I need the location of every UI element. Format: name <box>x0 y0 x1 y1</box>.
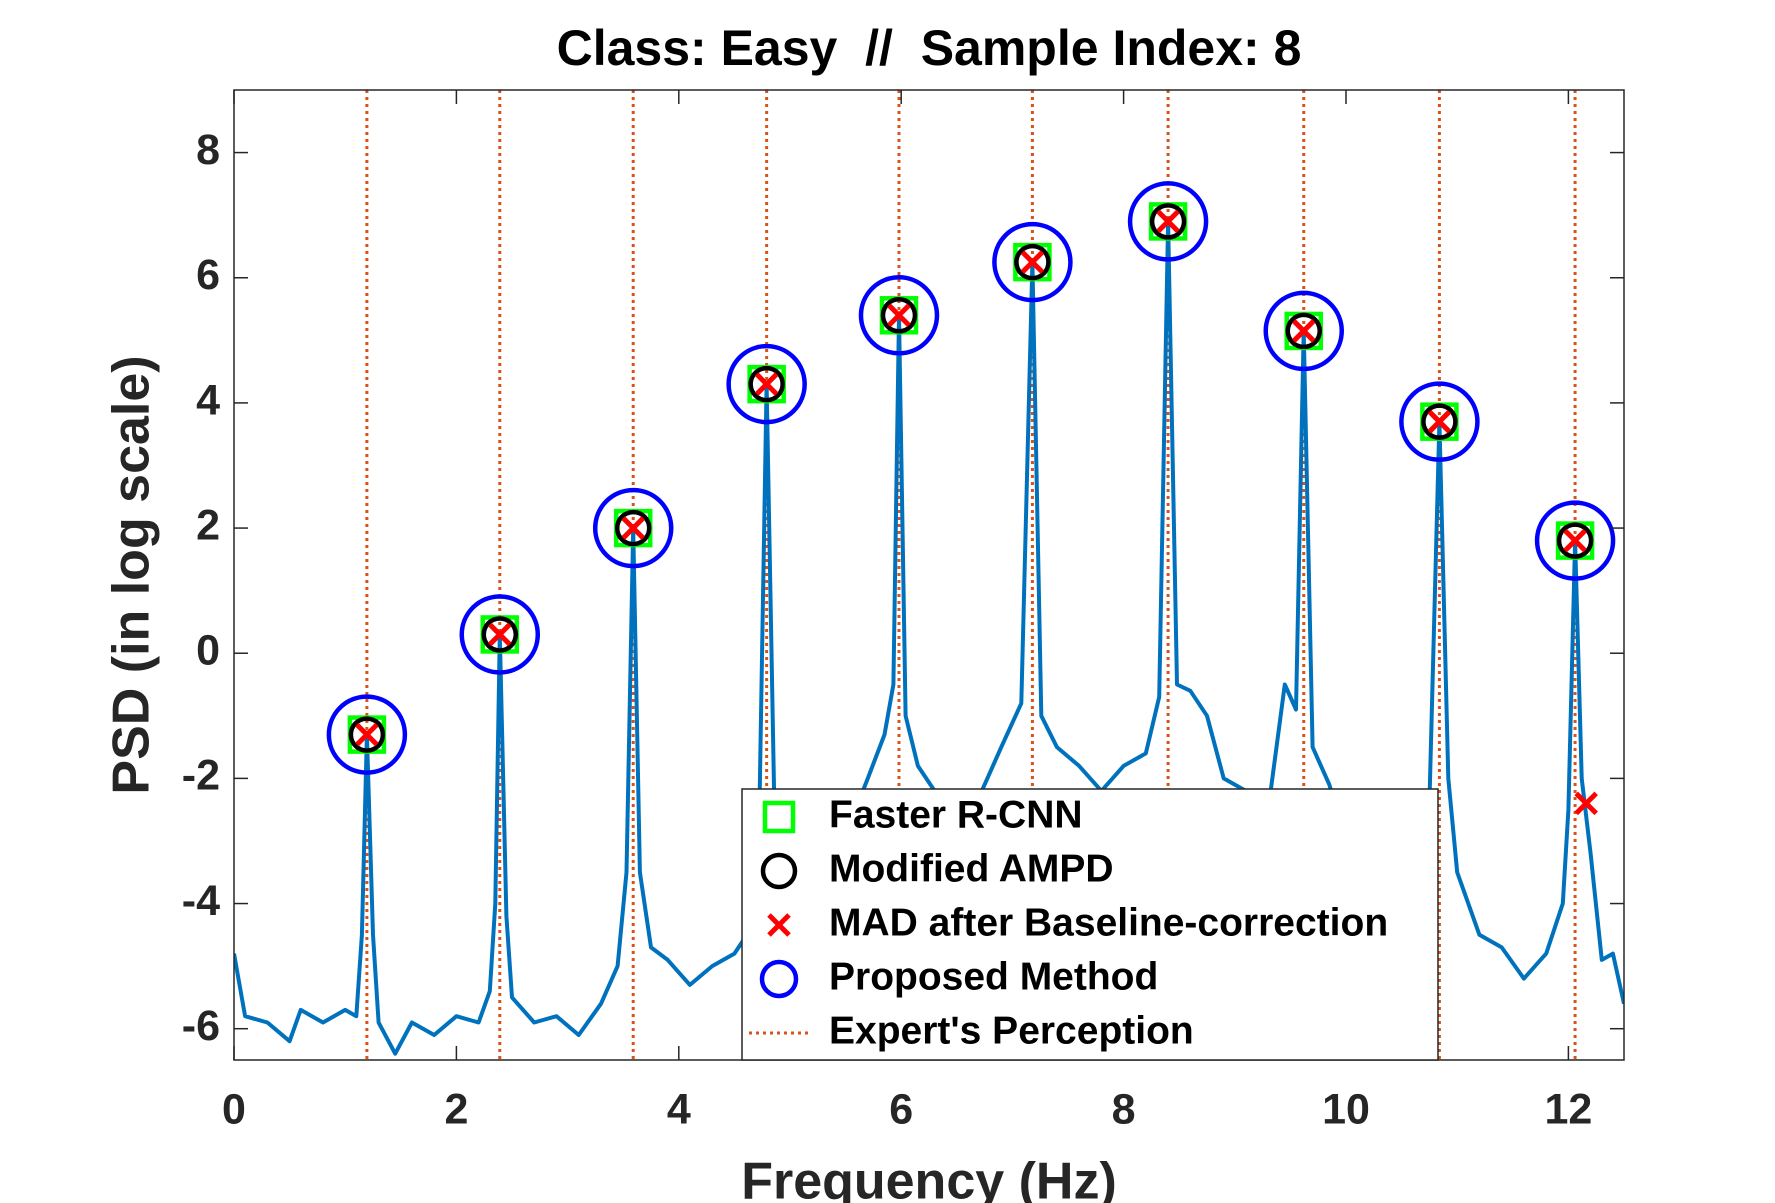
x-stroke <box>355 722 379 747</box>
circle-marker <box>614 509 652 547</box>
large-circle-marker <box>1263 290 1344 372</box>
circle-large-point <box>726 343 807 425</box>
circle-marker <box>760 852 798 890</box>
large-circle-marker <box>1534 500 1616 581</box>
circle-large-point <box>858 275 940 356</box>
y-tick-label: 6 <box>196 251 220 299</box>
x-point <box>1574 791 1598 816</box>
x-tick-label: 4 <box>667 1085 691 1133</box>
x-stroke <box>1427 409 1452 434</box>
x-stroke <box>488 622 512 647</box>
x-tick-label: 12 <box>1544 1085 1592 1133</box>
large-circle-marker <box>326 694 408 775</box>
legend-circle <box>759 959 799 999</box>
x-stroke <box>1156 209 1180 234</box>
circle-large-point <box>992 221 1073 303</box>
circle-marker <box>348 716 386 753</box>
circle-point <box>481 616 519 653</box>
x-tick-label: 0 <box>222 1085 246 1133</box>
legend: Faster R-CNN Modified AMPD MAD after Basel… <box>741 788 1439 1061</box>
legend-label: Expert's Perception <box>829 1009 1194 1052</box>
circle-point <box>1149 203 1187 240</box>
large-circle-marker <box>726 343 807 425</box>
circle-marker <box>880 297 918 334</box>
circle-large-point <box>459 594 541 675</box>
circle-marker <box>748 365 785 403</box>
x-tick-label: 2 <box>444 1085 468 1133</box>
x-point <box>1020 250 1045 274</box>
legend-label: Faster R-CNN <box>829 793 1083 836</box>
circle-large-point <box>1399 381 1480 462</box>
x-stroke <box>1020 250 1045 274</box>
legend-label: Modified AMPD <box>829 847 1114 890</box>
x-point <box>621 516 645 540</box>
circle-marker <box>1421 403 1458 440</box>
legend-label: Proposed Method <box>829 955 1158 998</box>
x-tick-label: 6 <box>889 1085 913 1133</box>
circle-marker <box>1556 522 1594 559</box>
legend-label: MAD after Baseline-correction <box>829 901 1388 944</box>
y-tick-label: 4 <box>196 376 220 424</box>
circle-point <box>348 716 386 753</box>
x-stroke <box>1291 319 1316 343</box>
y-axis-label: PSD (in log scale) <box>103 355 161 794</box>
circle-marker <box>1014 243 1051 281</box>
legend-square <box>762 800 796 834</box>
x-point <box>1156 209 1180 234</box>
circle-marker <box>481 616 519 653</box>
y-tick-label: -2 <box>182 752 220 800</box>
y-tick-label: -6 <box>182 1002 220 1050</box>
x-point <box>355 722 379 747</box>
x-point <box>1291 319 1316 343</box>
large-circle-marker <box>1399 381 1480 462</box>
x-point <box>1427 409 1452 434</box>
x-point <box>488 622 512 647</box>
legend-icon <box>759 959 799 999</box>
circle-point <box>1556 522 1594 559</box>
circle-point <box>748 365 785 403</box>
circle-point <box>1421 403 1458 440</box>
legend-icon <box>762 800 796 834</box>
circle-point <box>1014 243 1051 281</box>
legend-icon <box>760 852 798 890</box>
x-tick-label: 8 <box>1112 1085 1136 1133</box>
x-point <box>754 372 779 396</box>
x-point <box>1563 528 1587 553</box>
circle-large-point <box>1534 500 1616 581</box>
x-stroke <box>754 372 779 396</box>
large-circle-marker <box>592 487 674 569</box>
circle-marker <box>1149 203 1187 240</box>
chart-title: Class: Easy // Sample Index: 8 <box>557 20 1302 76</box>
x-axis-label: Frequency (Hz) <box>741 1153 1117 1203</box>
y-tick-label: 2 <box>196 501 220 549</box>
circle-point <box>880 297 918 334</box>
x-stroke <box>1574 791 1598 816</box>
legend-box <box>741 788 1439 1061</box>
large-circle-marker <box>858 275 940 356</box>
x-point <box>887 303 911 328</box>
circle-large-point <box>1127 181 1209 262</box>
x-stroke <box>887 303 911 328</box>
y-tick-label: -4 <box>182 877 220 925</box>
circle-large-point <box>326 694 408 775</box>
circle-point <box>614 509 652 547</box>
large-circle-marker <box>1127 181 1209 262</box>
x-stroke <box>1563 528 1587 553</box>
legend-icon <box>767 913 791 937</box>
x-stroke <box>621 516 645 540</box>
y-tick-label: 0 <box>196 627 220 675</box>
large-circle-marker <box>459 594 541 675</box>
x-tick-label: 10 <box>1322 1085 1370 1133</box>
y-tick-label: 8 <box>196 126 220 174</box>
x-stroke <box>767 913 791 937</box>
circle-point <box>1285 312 1322 350</box>
large-circle-marker <box>992 221 1073 303</box>
circle-large-point <box>592 487 674 569</box>
circle-marker <box>1285 312 1322 350</box>
circle-large-point <box>1263 290 1344 372</box>
plot <box>234 90 1624 1060</box>
